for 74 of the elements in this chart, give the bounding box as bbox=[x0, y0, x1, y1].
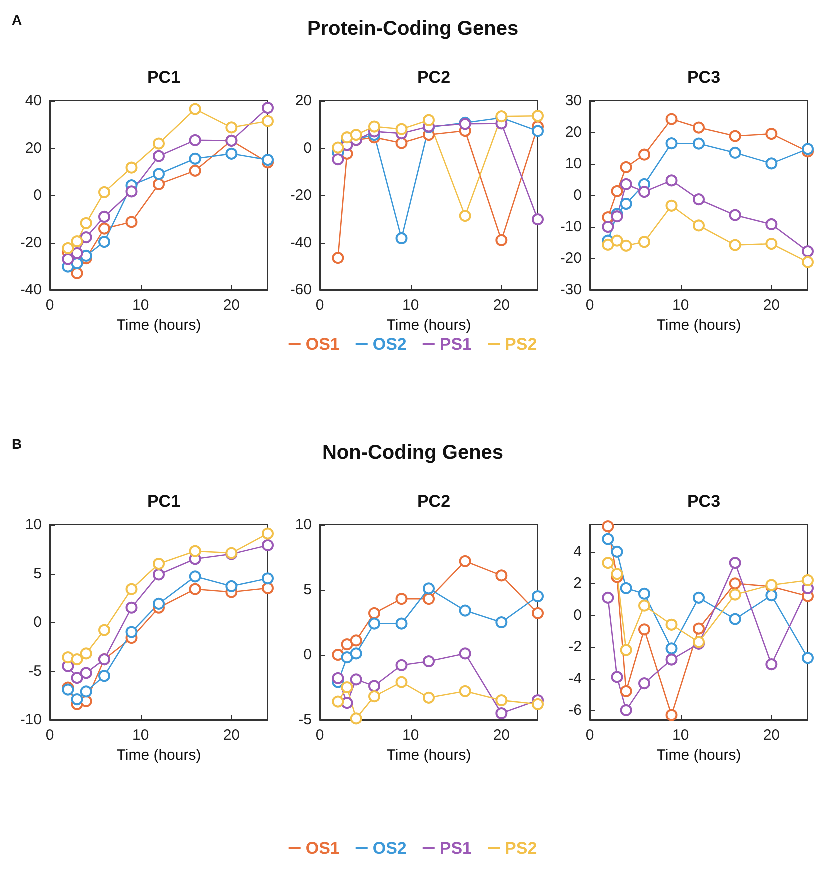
y-tick-label: 10 bbox=[565, 156, 582, 172]
chart-title: PC2 bbox=[417, 68, 451, 87]
x-axis-title: Time (hours) bbox=[386, 317, 472, 334]
y-tick-label: 40 bbox=[25, 92, 42, 110]
y-tick-label: -5 bbox=[28, 662, 42, 680]
x-axis-title: Time (hours) bbox=[386, 747, 472, 764]
x-tick-label: 20 bbox=[493, 727, 510, 744]
y-tick-label: 20 bbox=[565, 124, 582, 141]
y-tick-label: -10 bbox=[560, 218, 582, 236]
y-tick-label: -40 bbox=[290, 234, 312, 252]
y-tick-label: 20 bbox=[25, 140, 42, 157]
text: Protein-Coding Genes bbox=[307, 18, 519, 40]
y-tick-label: -40 bbox=[20, 282, 42, 298]
y-tick-label: -6 bbox=[568, 702, 582, 719]
text: B bbox=[12, 436, 22, 452]
x-tick-label: 20 bbox=[223, 727, 240, 744]
chart-title: PC3 bbox=[687, 68, 721, 87]
y-tick-label: -2 bbox=[568, 638, 582, 656]
x-tick-label: 0 bbox=[46, 297, 54, 314]
text: A bbox=[12, 12, 22, 28]
y-tick-label: 2 bbox=[574, 575, 582, 592]
x-tick-label: 10 bbox=[402, 297, 420, 314]
legend-label: OS2 bbox=[372, 335, 407, 354]
y-tick-label: 0 bbox=[574, 187, 582, 204]
x-tick-label: 10 bbox=[672, 727, 690, 744]
x-tick-label: 20 bbox=[223, 297, 240, 314]
y-tick-label: -5 bbox=[298, 712, 312, 728]
y-tick-label: 0 bbox=[34, 614, 42, 631]
x-tick-label: 10 bbox=[402, 727, 420, 744]
x-axis-title: Time (hours) bbox=[656, 317, 742, 334]
x-tick-label: 10 bbox=[132, 297, 150, 314]
chart-title: PC1 bbox=[147, 68, 181, 87]
x-tick-label: 10 bbox=[672, 297, 690, 314]
x-tick-label: 0 bbox=[316, 727, 324, 744]
chart-title: PC1 bbox=[147, 492, 181, 511]
x-tick-label: 20 bbox=[763, 297, 780, 314]
legend-label: PS1 bbox=[440, 335, 472, 354]
y-tick-label: 10 bbox=[25, 516, 42, 534]
y-tick-label: 0 bbox=[574, 606, 582, 624]
y-tick-label: -20 bbox=[560, 250, 582, 267]
y-tick-label: 5 bbox=[304, 582, 312, 598]
y-tick-label: 30 bbox=[565, 92, 582, 110]
y-tick-label: 0 bbox=[34, 187, 42, 204]
x-tick-label: 0 bbox=[316, 297, 324, 314]
y-tick-label: -4 bbox=[568, 670, 582, 688]
legend-label: PS1 bbox=[440, 839, 472, 858]
x-tick-label: 20 bbox=[763, 727, 780, 744]
legend-label: OS2 bbox=[372, 839, 407, 858]
legend-label: OS1 bbox=[306, 335, 340, 354]
x-axis-title: Time (hours) bbox=[116, 747, 202, 764]
y-tick-label: 0 bbox=[304, 646, 312, 664]
x-tick-label: 0 bbox=[46, 727, 54, 744]
y-tick-label: -20 bbox=[290, 187, 312, 204]
chart-title: PC2 bbox=[417, 492, 451, 511]
y-tick-label: 4 bbox=[574, 543, 582, 560]
chart-title: PC3 bbox=[687, 492, 721, 511]
x-axis-title: Time (hours) bbox=[656, 747, 742, 764]
x-tick-label: 20 bbox=[493, 297, 510, 314]
y-tick-label: -30 bbox=[560, 282, 582, 298]
y-tick-label: -10 bbox=[20, 712, 42, 728]
y-tick-label: 5 bbox=[34, 565, 42, 582]
y-tick-label: 0 bbox=[304, 140, 312, 157]
y-tick-label: 20 bbox=[295, 92, 312, 110]
x-tick-label: 10 bbox=[132, 727, 150, 744]
legend-label: PS2 bbox=[505, 335, 538, 354]
x-axis-title: Time (hours) bbox=[116, 317, 202, 334]
x-tick-label: 0 bbox=[586, 297, 594, 314]
legend-label: OS1 bbox=[306, 839, 340, 858]
text: Non-Coding Genes bbox=[322, 442, 504, 464]
x-tick-label: 0 bbox=[586, 727, 594, 744]
legend-label: PS2 bbox=[505, 839, 538, 858]
y-tick-label: -60 bbox=[290, 282, 312, 298]
y-tick-label: -20 bbox=[20, 234, 42, 252]
y-tick-label: 10 bbox=[295, 516, 312, 534]
